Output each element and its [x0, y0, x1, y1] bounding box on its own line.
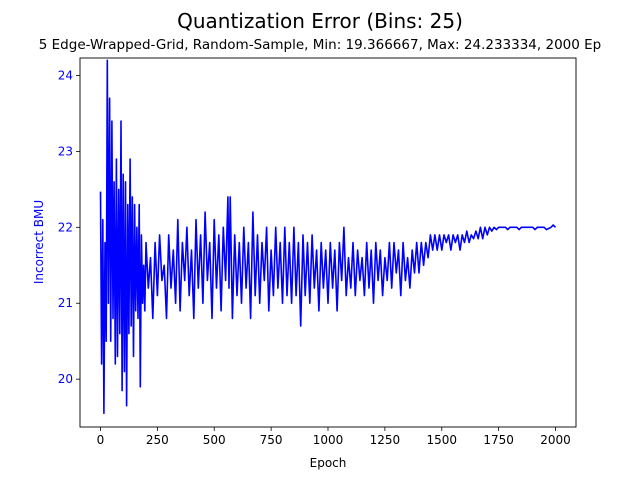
y-axis: 20 21 22 23 24: [58, 68, 80, 386]
chart-subtitle: 5 Edge-Wrapped-Grid, Random-Sample, Min:…: [39, 37, 601, 53]
x-tick-label: 1250: [370, 433, 401, 447]
x-tick-label: 1000: [313, 433, 344, 447]
x-tick-label: 500: [203, 433, 226, 447]
y-tick-label: 22: [58, 220, 73, 234]
x-tick-label: 1750: [483, 433, 514, 447]
x-tick-label: 0: [97, 433, 105, 447]
series-line: [99, 59, 557, 415]
x-axis-label: Epoch: [310, 456, 347, 470]
chart-title: Quantization Error (Bins: 25): [177, 9, 463, 33]
x-tick-label: 250: [146, 433, 169, 447]
y-tick-label: 24: [58, 68, 73, 82]
y-axis-label: Incorrect BMU: [32, 200, 46, 284]
x-tick-label: 2000: [540, 433, 571, 447]
y-tick-label: 23: [58, 144, 73, 158]
x-axis: 0 250 500 750 1000 1250 1500 1750 2000: [97, 427, 571, 447]
x-tick-label: 1500: [426, 433, 457, 447]
y-tick-label: 20: [58, 372, 73, 386]
y-tick-label: 21: [58, 296, 73, 310]
x-tick-label: 750: [260, 433, 283, 447]
